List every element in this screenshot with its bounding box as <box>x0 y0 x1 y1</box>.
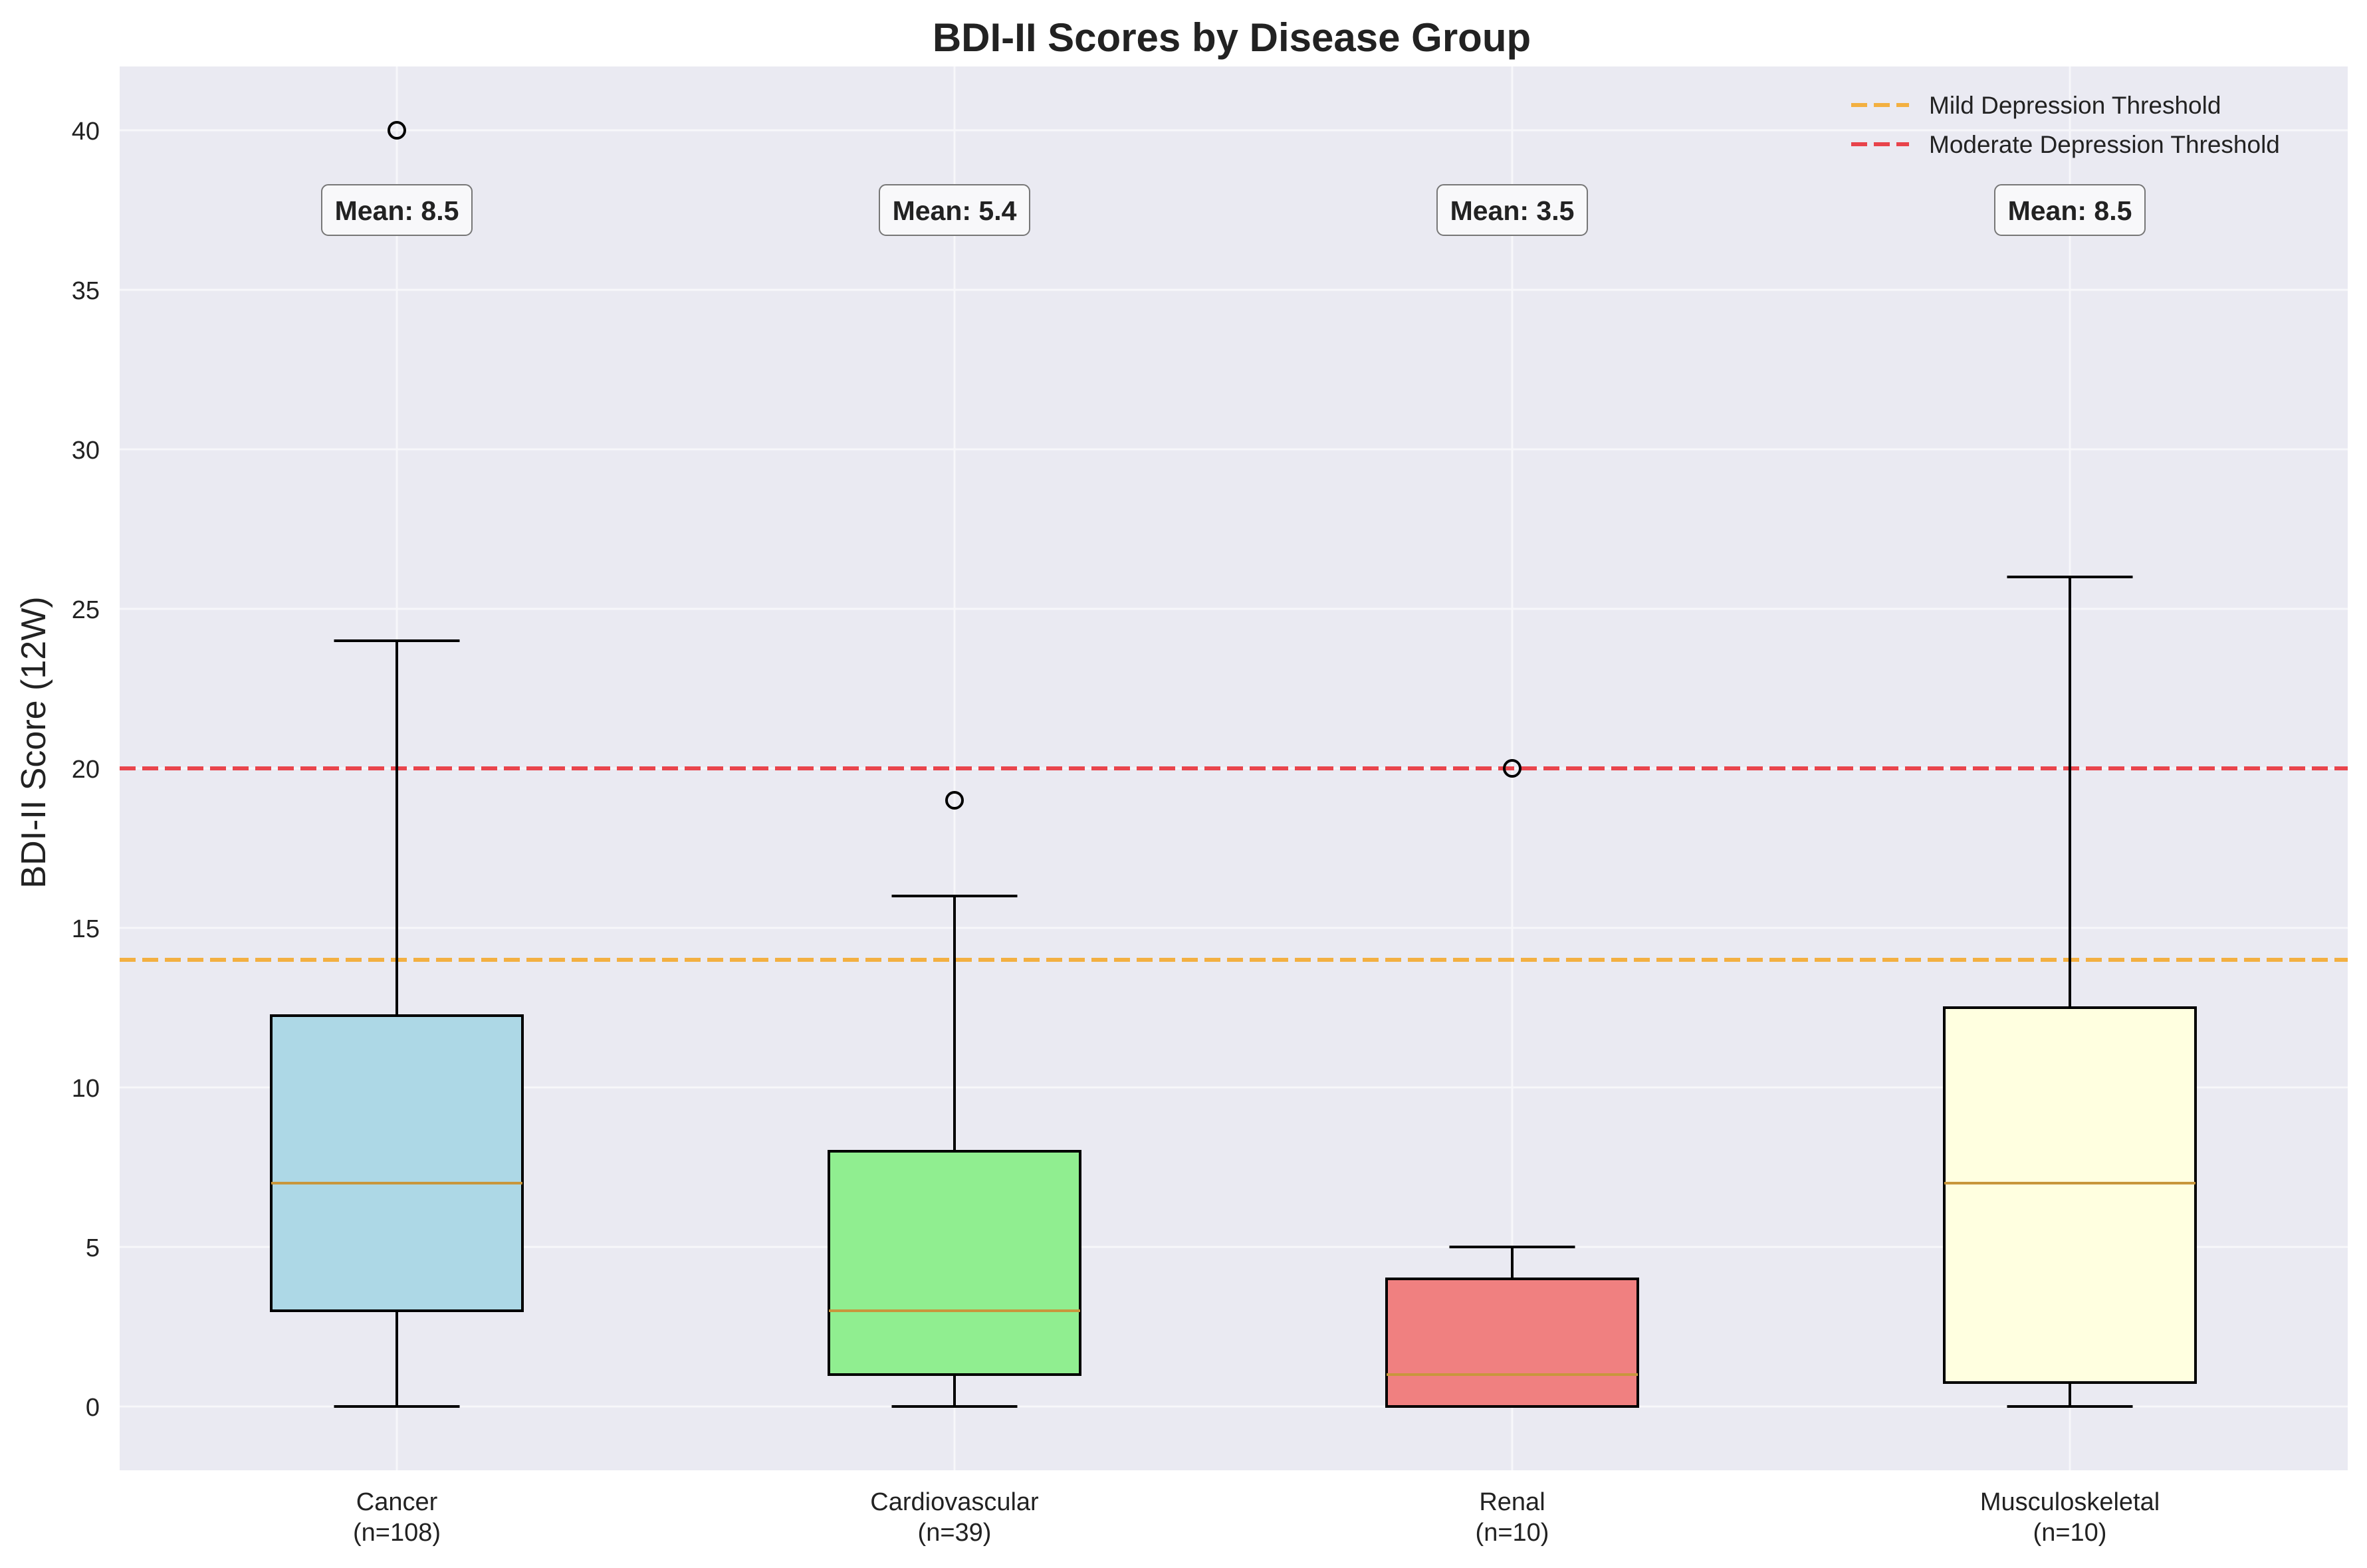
y-tick-label: 5 <box>86 1234 100 1262</box>
box-iqr <box>1385 1278 1639 1408</box>
box-iqr <box>828 1150 1081 1376</box>
mean-label-box <box>879 184 1030 236</box>
chart-title: BDI-II Scores by Disease Group <box>933 15 1531 60</box>
mean-label: Mean: 8.5 <box>335 195 459 226</box>
y-tick-label: 15 <box>72 915 100 943</box>
mean-annotation: Mean: 8.5 <box>321 184 473 236</box>
outlier-point <box>388 121 406 140</box>
threshold-lines <box>120 766 2348 962</box>
mean-label: Mean: 3.5 <box>1450 195 1575 226</box>
mean-annotation: Mean: 5.4 <box>879 184 1030 236</box>
y-tick-label: 10 <box>72 1075 100 1103</box>
y-tick-label: 30 <box>72 437 100 465</box>
x-tick-label: Renal <box>1479 1488 1545 1516</box>
y-axis-label: BDI-II Score (12W) <box>15 596 53 888</box>
x-tick-count-label: (n=10) <box>1476 1519 1549 1547</box>
mean-label: Mean: 5.4 <box>893 195 1017 226</box>
box-musculoskeletal <box>1943 576 2197 1408</box>
legend-label: Moderate Depression Threshold <box>1929 131 2280 158</box>
boxes <box>270 121 2197 1408</box>
x-tick-label: Musculoskeletal <box>1980 1488 2160 1516</box>
y-tick-label: 20 <box>72 756 100 784</box>
mean-label: Mean: 8.5 <box>2008 195 2132 226</box>
box-iqr <box>270 1014 524 1312</box>
y-axis-ticks: 0 5 10 15 20 25 30 35 40 <box>72 118 100 1422</box>
x-tick-count-label: (n=10) <box>2033 1519 2107 1547</box>
box-renal <box>1385 759 1639 1408</box>
outlier-point <box>945 791 964 810</box>
legend-label: Mild Depression Threshold <box>1929 92 2221 119</box>
x-tick-label: Cancer <box>356 1488 438 1516</box>
x-axis-ticks: Cancer (n=108) Cardiovascular (n=39) Renal (n… <box>353 1488 2160 1547</box>
mean-label-box <box>1436 184 1588 236</box>
box-cancer <box>270 121 524 1408</box>
outlier-point <box>1503 759 1522 778</box>
legend: Mild Depression Threshold Moderate Depres… <box>1851 92 2280 158</box>
y-tick-label: 35 <box>72 277 100 305</box>
y-tick-label: 25 <box>72 596 100 624</box>
y-tick-label: 40 <box>72 118 100 146</box>
mean-label-box <box>321 184 473 236</box>
box-iqr <box>1943 1006 2197 1384</box>
x-tick-count-label: (n=108) <box>353 1519 441 1547</box>
mean-annotation: Mean: 8.5 <box>1994 184 2146 236</box>
y-tick-label: 0 <box>86 1394 100 1422</box>
mean-annotation: Mean: 3.5 <box>1436 184 1588 236</box>
box-cardiovascular <box>828 791 1081 1408</box>
x-tick-count-label: (n=39) <box>918 1519 992 1547</box>
x-tick-label: Cardiovascular <box>870 1488 1039 1516</box>
mean-labels: Mean: 8.5 Mean: 5.4 Mean: 3.5 Mean: 8.5 <box>321 184 2146 236</box>
mean-label-box <box>1994 184 2146 236</box>
